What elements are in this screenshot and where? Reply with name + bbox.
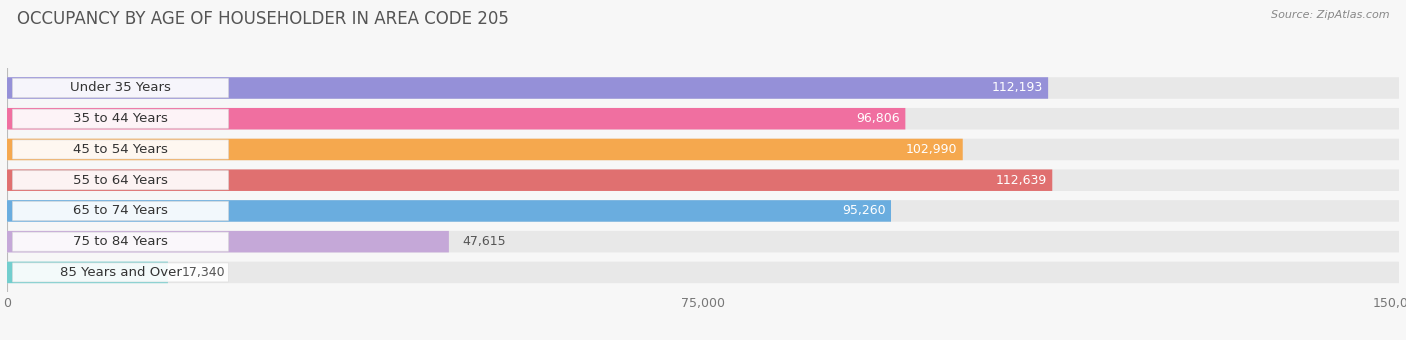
FancyBboxPatch shape	[13, 263, 228, 282]
FancyBboxPatch shape	[7, 169, 1052, 191]
Text: OCCUPANCY BY AGE OF HOUSEHOLDER IN AREA CODE 205: OCCUPANCY BY AGE OF HOUSEHOLDER IN AREA …	[17, 10, 509, 28]
FancyBboxPatch shape	[13, 232, 228, 251]
FancyBboxPatch shape	[7, 77, 1047, 99]
FancyBboxPatch shape	[13, 201, 228, 220]
Text: 47,615: 47,615	[463, 235, 506, 248]
FancyBboxPatch shape	[7, 200, 891, 222]
Text: 112,193: 112,193	[991, 82, 1043, 95]
Text: 85 Years and Over: 85 Years and Over	[59, 266, 181, 279]
Text: 75 to 84 Years: 75 to 84 Years	[73, 235, 167, 248]
FancyBboxPatch shape	[7, 262, 1399, 283]
Text: 102,990: 102,990	[905, 143, 957, 156]
Text: 96,806: 96,806	[856, 112, 900, 125]
Text: 45 to 54 Years: 45 to 54 Years	[73, 143, 167, 156]
FancyBboxPatch shape	[13, 79, 228, 98]
FancyBboxPatch shape	[7, 231, 1399, 252]
FancyBboxPatch shape	[7, 231, 449, 252]
FancyBboxPatch shape	[7, 139, 963, 160]
Text: 35 to 44 Years: 35 to 44 Years	[73, 112, 167, 125]
Text: 95,260: 95,260	[842, 204, 886, 218]
FancyBboxPatch shape	[13, 109, 228, 128]
FancyBboxPatch shape	[7, 108, 905, 130]
Text: Source: ZipAtlas.com: Source: ZipAtlas.com	[1271, 10, 1389, 20]
FancyBboxPatch shape	[7, 262, 167, 283]
FancyBboxPatch shape	[7, 77, 1399, 99]
FancyBboxPatch shape	[7, 108, 1399, 130]
FancyBboxPatch shape	[7, 200, 1399, 222]
Text: 17,340: 17,340	[181, 266, 225, 279]
Text: 112,639: 112,639	[995, 174, 1046, 187]
FancyBboxPatch shape	[7, 139, 1399, 160]
FancyBboxPatch shape	[7, 169, 1399, 191]
Text: 65 to 74 Years: 65 to 74 Years	[73, 204, 167, 218]
Text: 55 to 64 Years: 55 to 64 Years	[73, 174, 167, 187]
FancyBboxPatch shape	[13, 140, 228, 159]
FancyBboxPatch shape	[13, 171, 228, 190]
Text: Under 35 Years: Under 35 Years	[70, 82, 172, 95]
